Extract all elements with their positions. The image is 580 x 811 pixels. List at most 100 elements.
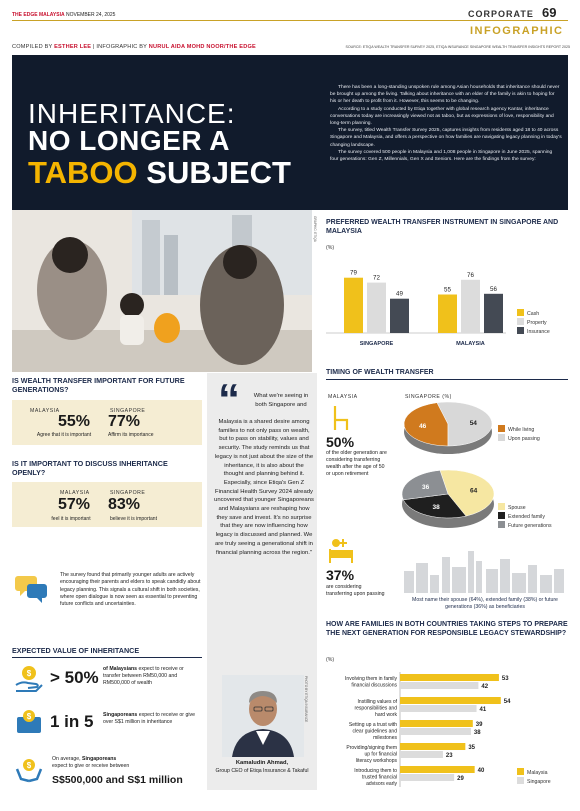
stewardship-chart-title: HOW ARE FAMILIES IN BOTH COUNTRIES TAKIN… <box>326 621 568 637</box>
stewardship-category-3-line-2: literacy workshops <box>356 758 398 764</box>
section-name: CORPORATE <box>468 9 534 19</box>
stewardship-category-2-line-0: Setting up a trust with <box>349 722 397 728</box>
importance-singapore-caption: Affirm its importance <box>108 432 154 438</box>
instrument-bar-singapore-cash <box>344 277 363 333</box>
stewardship-chart-unit: (%) <box>326 657 335 663</box>
money-envelope-icon: $ <box>17 710 41 733</box>
city-skyline-illustration <box>404 551 564 593</box>
stewardship-value-3-singapore: 23 <box>446 753 453 759</box>
ceo-photo <box>222 675 304 757</box>
stewardship-bar-0-singapore <box>400 682 479 689</box>
expected-title: EXPECTED VALUE OF INHERITANCE <box>12 646 140 655</box>
ceo-title: Group CEO of Etiqa Insurance & Takaful <box>215 768 309 774</box>
beneficiaries-pie-slice-extended-family <box>402 493 467 519</box>
legend-while-living: While living <box>498 425 540 434</box>
illustration-credit: GRAPHIC: ETIQA <box>313 216 317 242</box>
hero-banner <box>12 55 568 210</box>
beneficiaries-pie-slice-spouse <box>439 469 495 517</box>
instrument-label-malaysia-cash: 55 <box>444 287 451 294</box>
legend-spouse: Spouse <box>498 503 552 512</box>
stewardship-category-2-line-1: clear guidelines and <box>353 729 398 735</box>
timing-malaysia-label: MALAYSIA <box>328 394 358 400</box>
discuss-singapore-value: 83% <box>108 496 141 513</box>
stewardship-value-1-singapore: 41 <box>480 707 487 713</box>
patient-bed-icon <box>329 539 353 563</box>
header-rule <box>12 20 568 21</box>
legend-malaysia: Malaysia <box>517 768 551 777</box>
hands-coin-icon: $ <box>15 759 43 783</box>
instrument-bar-singapore-property <box>367 282 386 333</box>
svg-text:$: $ <box>27 761 32 770</box>
stewardship-value-0-malaysia: 53 <box>502 676 509 682</box>
timing-pie-slice-upon-passing <box>436 401 493 447</box>
discuss-singapore-caption: believe it is important <box>110 516 157 522</box>
importance-malaysia-value: 55% <box>58 413 91 430</box>
stewardship-category-4-line-0: Introducing them to <box>354 768 397 774</box>
stewardship-value-4-malaysia: 40 <box>478 768 485 774</box>
stewardship-value-1-malaysia: 54 <box>504 699 511 705</box>
instrument-bar-malaysia-cash <box>438 294 457 333</box>
source-note: SOURCE: ETIQA WEALTH TRANSFER SURVEY 202… <box>345 45 570 49</box>
stewardship-legend: Malaysia Singapore <box>517 768 551 786</box>
stewardship-category-3-line-0: Providing/signing them <box>346 745 397 751</box>
instrument-category-malaysia: MALAYSIA <box>456 341 485 347</box>
family-illustration <box>12 210 312 372</box>
instrument-bar-malaysia-insurance <box>484 293 503 333</box>
legend-cash: Cash <box>517 309 550 318</box>
timing-pie-label-upon-passing: 54 <box>470 420 478 427</box>
instrument-label-singapore-cash: 79 <box>350 270 357 277</box>
importance-singapore-label: SINGAPORE <box>110 408 146 414</box>
stewardship-category-4-line-1: trusted financial <box>362 775 397 781</box>
importance-malaysia-caption: Agree that it is important <box>36 432 92 438</box>
stewardship-value-0-singapore: 42 <box>481 684 488 690</box>
stewardship-bar-3-malaysia <box>400 743 466 750</box>
timing-pie-label-while-living: 46 <box>419 423 427 430</box>
legend-upon-passing: Upon passing <box>498 434 540 443</box>
stewardship-value-2-singapore: 38 <box>474 730 481 736</box>
credits: COMPILED BY ESTHER LEE | INFOGRAPHIC BY … <box>12 44 256 50</box>
instrument-bar-malaysia-property <box>461 279 480 333</box>
instrument-label-singapore-insurance: 49 <box>396 291 403 298</box>
stewardship-category-1-line-0: Instilling values of <box>358 699 398 705</box>
stewardship-bar-4-malaysia <box>400 766 475 773</box>
beneficiaries-pie-label-spouse: 64 <box>470 488 478 495</box>
instrument-legend: Cash Property Insurance <box>517 309 550 336</box>
timing-stat2-text: are considering transferring upon passin… <box>326 584 385 597</box>
stewardship-value-2-malaysia: 39 <box>476 722 483 728</box>
beneficiaries-legend: Spouse Extended family Future generation… <box>498 503 552 530</box>
svg-text:$: $ <box>27 712 32 721</box>
stewardship-bar-0-malaysia <box>400 674 499 681</box>
instrument-chart-unit: (%) <box>326 245 335 251</box>
expected-item1-value: > 50% <box>50 668 99 687</box>
expected-item3-value: S$500,000 and S$1 million <box>52 774 183 786</box>
stewardship-category-3-line-1: up for financial <box>364 752 397 758</box>
stewardship-category-4-line-2: advisors early <box>366 781 397 787</box>
importance-malaysia-label: MALAYSIA <box>30 408 60 414</box>
instrument-bar-chart: 79 72 49 SINGAPORE 55 76 56 MALAYSIA <box>326 270 506 347</box>
stewardship-bar-4-singapore <box>400 774 455 781</box>
beneficiaries-pie-chart: 64 38 36 <box>401 469 495 528</box>
timing-legend: While living Upon passing <box>498 425 540 443</box>
hero-title-line2: NO LONGER A <box>28 125 231 156</box>
expected-item1-text: of Malaysians expect to receive or trans… <box>103 666 184 686</box>
section-tag: INFOGRAPHIC <box>470 25 564 37</box>
instrument-chart-title: PREFERRED WEALTH TRANSFER INSTRUMENT IN … <box>326 219 559 235</box>
importance-singapore-value: 77% <box>108 413 141 430</box>
stewardship-category-0-line-1: financial discussions <box>351 683 397 689</box>
legend-extended-family: Extended family <box>498 512 552 521</box>
expected-rule <box>12 657 202 658</box>
legend-singapore: Singapore <box>517 777 551 786</box>
stewardship-category-1-line-1: responsibilities and <box>354 706 397 712</box>
ceo-name: Kamaludin Ahmad, <box>235 760 289 766</box>
stewardship-bar-2-singapore <box>400 728 471 735</box>
expected-item3-text: On average, Singaporeans expect to give o… <box>52 756 130 769</box>
discuss-malaysia-caption: feel it is important <box>51 516 91 522</box>
discuss-panel <box>12 482 202 527</box>
beneficiaries-caption: Most name their spouse (64%), extended f… <box>412 597 558 610</box>
page-number: 69 <box>542 5 557 20</box>
instrument-label-malaysia-insurance: 56 <box>490 286 497 293</box>
discuss-title: IS IT IMPORTANT TO DISCUSS INHERITANCE O… <box>12 459 168 477</box>
masthead: THE EDGE MALAYSIA NOVEMBER 24, 2025 <box>12 12 116 18</box>
importance-title: IS WEALTH TRANSFER IMPORTANT FOR FUTURE … <box>12 376 185 394</box>
